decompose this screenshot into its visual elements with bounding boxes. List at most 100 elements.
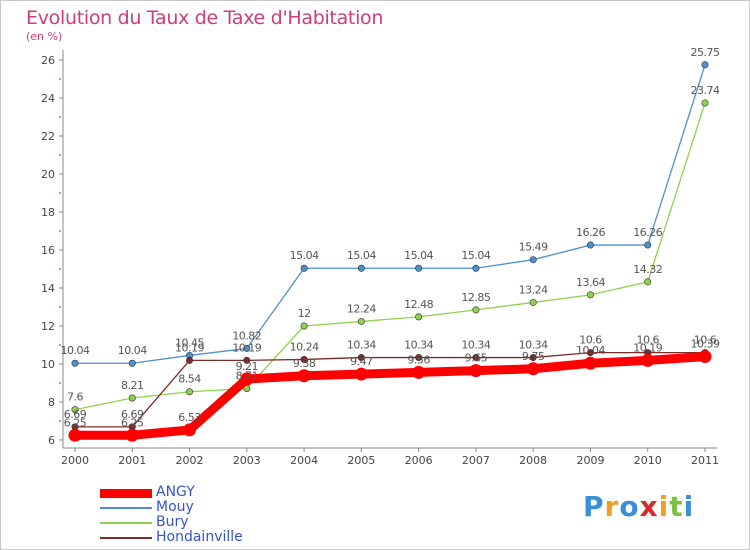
series-line-hondainville (74, 351, 706, 428)
line-chart: 6 8 10 12 14 16 18 20 22 24 26 2000 2001 2002 2003 2004… (41, 46, 720, 467)
data-label-mouy: 15.49 (519, 241, 548, 254)
data-point-bury (529, 298, 537, 306)
data-label-hondainville: 10.24 (290, 340, 319, 353)
data-point-mouy (128, 359, 136, 367)
y-tick-label: 12 (41, 320, 55, 333)
data-point-angy (125, 428, 139, 442)
data-label-mouy: 15.04 (347, 249, 376, 262)
x-tick-label: 2011 (691, 454, 719, 467)
data-label-hondainville: 10.34 (347, 339, 376, 352)
y-tick-label: 8 (48, 396, 55, 409)
data-point-mouy (586, 241, 594, 249)
data-label-angy: 6.53 (178, 411, 201, 424)
data-point-bury (300, 322, 308, 330)
data-point-bury (701, 99, 709, 107)
legend-swatch (100, 507, 152, 509)
data-point-mouy (701, 61, 709, 69)
data-label-angy: 6.25 (121, 416, 144, 429)
data-point-bury (586, 291, 594, 299)
x-tick-label: 2010 (634, 454, 662, 467)
data-label-angy: 9.56 (407, 353, 430, 366)
data-point-bury (415, 313, 423, 321)
data-label-angy: 10.04 (576, 344, 605, 357)
data-point-bury (71, 406, 79, 414)
data-label-hondainville: 10.19 (175, 341, 204, 354)
data-point-hondainville (586, 349, 594, 357)
data-label-mouy: 10.04 (61, 344, 90, 357)
data-label-bury: 12 (298, 307, 311, 320)
data-label-hondainville: 6.69 (121, 408, 144, 421)
data-point-angy (641, 353, 655, 367)
y-tick-label: 14 (41, 282, 55, 295)
data-label-bury: 13.64 (576, 276, 605, 289)
data-point-hondainville (472, 354, 480, 362)
data-label-mouy: 10.45 (175, 336, 204, 349)
y-tick-label: 24 (41, 92, 55, 105)
data-point-mouy (529, 256, 537, 264)
data-label-bury: 12.24 (347, 302, 376, 315)
data-label-hondainville: 10.34 (519, 339, 548, 352)
data-point-angy (698, 350, 712, 364)
data-point-hondainville (357, 354, 365, 362)
data-point-angy (469, 364, 483, 378)
data-point-angy (526, 362, 540, 376)
y-tick-label: 10 (41, 358, 55, 371)
x-tick-label: 2006 (405, 454, 433, 467)
data-point-bury (644, 278, 652, 286)
data-point-angy (183, 423, 197, 437)
data-label-angy: 9.38 (293, 357, 316, 370)
data-label-angy: 9.65 (465, 352, 488, 365)
data-label-angy: 9.47 (350, 355, 373, 368)
data-label-mouy: 16.26 (576, 226, 605, 239)
series-line-angy (70, 352, 710, 440)
data-label-angy: 6.25 (64, 416, 87, 429)
data-point-bury (472, 306, 480, 314)
data-point-bury (357, 317, 365, 325)
x-tick-label: 2005 (347, 454, 375, 467)
data-point-mouy (644, 241, 652, 249)
logo-letter: r (604, 490, 620, 523)
data-label-mouy: 25.75 (691, 46, 720, 59)
data-label-bury: 23.74 (691, 84, 720, 97)
data-label-mouy: 10.04 (118, 344, 147, 357)
data-point-hondainville (529, 354, 537, 362)
data-point-hondainville (186, 356, 194, 364)
data-label-bury: 8.21 (121, 379, 144, 392)
data-point-angy (583, 356, 597, 370)
x-tick-label: 2007 (462, 454, 490, 467)
x-tick-label: 2004 (290, 454, 318, 467)
y-tick-label: 22 (41, 130, 55, 143)
data-label-angy: 10.19 (633, 341, 662, 354)
data-label-hondainville: 10.19 (232, 341, 261, 354)
logo-letter: P (583, 490, 605, 523)
data-label-hondainville: 10.34 (461, 339, 490, 352)
chart-unit: (en %) (26, 30, 63, 43)
data-point-hondainville (300, 355, 308, 363)
data-point-mouy (357, 264, 365, 272)
y-tick-label: 18 (41, 206, 55, 219)
data-point-angy (412, 365, 426, 379)
logo-letter: o (619, 490, 640, 523)
data-point-hondainville (243, 356, 251, 364)
data-label-bury: 12.85 (461, 291, 490, 304)
data-point-mouy (415, 264, 423, 272)
legend-label: Bury (156, 514, 189, 530)
data-label-mouy: 15.04 (461, 249, 490, 262)
data-label-mouy: 16.26 (633, 226, 662, 239)
x-tick-label: 2001 (118, 454, 146, 467)
data-point-mouy (243, 344, 251, 352)
data-label-bury: 12.48 (404, 298, 433, 311)
data-label-bury: 8.71 (236, 370, 259, 383)
chart-title: Evolution du Taux de Taxe d'Habitation (26, 7, 384, 29)
y-tick-label: 20 (41, 168, 55, 181)
data-label-hondainville: 10.34 (404, 339, 433, 352)
x-tick-label: 2008 (519, 454, 547, 467)
logo-letter: i (658, 490, 670, 523)
legend-swatch (100, 537, 152, 539)
legend-label: ANGY (156, 484, 195, 500)
data-label-bury: 14.32 (633, 263, 662, 276)
data-label-mouy: 15.04 (404, 249, 433, 262)
data-point-bury (128, 394, 136, 402)
data-point-angy (297, 369, 311, 383)
x-tick-label: 2003 (233, 454, 261, 467)
